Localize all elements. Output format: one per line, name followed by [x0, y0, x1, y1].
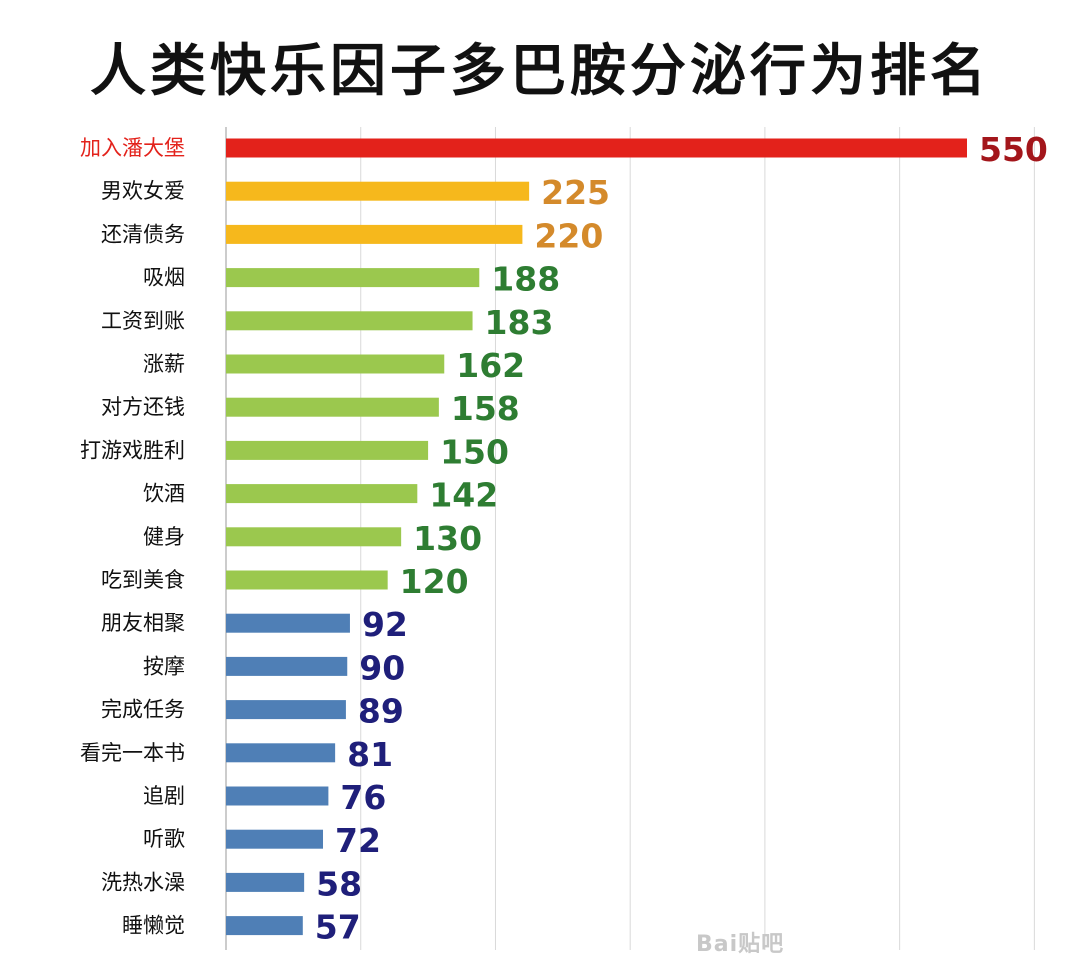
watermark: Bai贴吧	[696, 932, 785, 957]
value-label: 550	[979, 130, 1048, 169]
value-label: 76	[340, 778, 386, 817]
value-label: 72	[335, 821, 381, 860]
category-label: 吸烟	[143, 266, 185, 290]
category-label: 洗热水澡	[101, 870, 185, 894]
category-label: 听歌	[143, 827, 185, 851]
bar	[226, 786, 329, 806]
category-label: 对方还钱	[101, 395, 185, 419]
category-label: 工资到账	[101, 309, 185, 333]
value-label: 120	[400, 562, 469, 601]
value-label: 130	[413, 519, 482, 558]
category-label: 朋友相聚	[101, 611, 185, 635]
category-label: 吃到美食	[101, 568, 185, 592]
bar	[226, 181, 530, 201]
category-label: 追剧	[143, 784, 185, 808]
bar	[226, 138, 967, 158]
value-label: 58	[316, 864, 362, 903]
value-labels: 550 225 220 188 183 162 158 150 142 130 120 92 90 89 8…	[315, 130, 1048, 947]
category-label: 睡懒觉	[122, 914, 185, 938]
category-label: 涨薪	[143, 352, 185, 376]
bar	[226, 743, 336, 763]
bar	[226, 916, 303, 936]
value-label: 57	[315, 908, 361, 947]
value-label: 150	[440, 432, 509, 471]
bars	[226, 138, 967, 936]
bar	[226, 656, 348, 676]
bar	[226, 311, 473, 331]
bar	[226, 613, 350, 633]
bar	[226, 527, 402, 547]
value-label: 225	[541, 173, 610, 212]
value-label: 183	[485, 303, 554, 342]
category-label: 看完一本书	[80, 741, 185, 765]
bar	[226, 872, 305, 892]
category-label: 饮酒	[143, 482, 185, 506]
chart-title: 人类快乐因子多巴胺分泌行为排名	[90, 39, 990, 104]
value-label: 142	[429, 476, 498, 515]
category-label: 健身	[143, 525, 185, 549]
category-label: 加入潘大堡	[80, 136, 185, 160]
bar	[226, 570, 388, 590]
bar	[226, 268, 480, 288]
value-label: 81	[347, 735, 393, 774]
category-labels: 加入潘大堡男欢女爱还清债务吸烟工资到账涨薪对方还钱打游戏胜利饮酒健身吃到美食朋友…	[80, 136, 185, 938]
category-label: 按摩	[143, 654, 185, 678]
bar	[226, 484, 418, 504]
bar	[226, 440, 429, 460]
bar	[226, 397, 439, 417]
value-label: 162	[456, 346, 525, 385]
bar	[226, 354, 445, 374]
value-label: 90	[359, 648, 405, 687]
bar	[226, 224, 523, 244]
category-label: 完成任务	[101, 698, 185, 722]
bar	[226, 829, 324, 849]
category-label: 打游戏胜利	[80, 438, 185, 462]
value-label: 89	[358, 692, 404, 731]
bar	[226, 700, 346, 720]
category-label: 男欢女爱	[101, 179, 185, 203]
category-label: 还清债务	[101, 222, 185, 246]
value-label: 158	[451, 389, 520, 428]
value-label: 188	[491, 260, 560, 299]
value-label: 92	[362, 605, 408, 644]
value-label: 220	[534, 216, 603, 255]
